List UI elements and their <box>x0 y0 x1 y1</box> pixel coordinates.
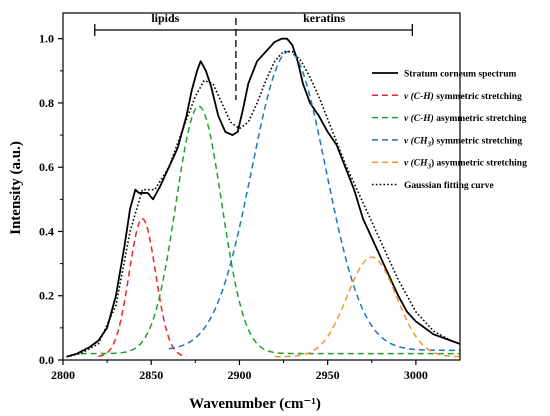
x-axis-label: Wavenumber (cm⁻¹) <box>189 396 321 412</box>
legend: Stratum corneum spectrum ν (C-H) symmetri… <box>372 70 527 191</box>
legend-label-3: ν (C-H) asymmetric stretching <box>404 113 527 124</box>
x-tick-label: 2800 <box>51 368 75 382</box>
x-tick-label: 2900 <box>227 368 251 382</box>
x-tick-label: 2850 <box>139 368 163 382</box>
y-tick-label: 0.2 <box>39 289 54 303</box>
region-label-lipids: lipids <box>151 11 179 25</box>
y-axis-label: Intensity (a.u.) <box>8 141 24 235</box>
legend-label-4: ν (CH3) symmetric stretching <box>404 135 522 148</box>
series-line-6 <box>66 50 461 358</box>
series-line-1 <box>66 37 461 358</box>
legend-label-5: ν (CH3) asymmetric stretching <box>404 158 527 171</box>
plot-frame <box>62 12 461 361</box>
y-tick-label: 0.4 <box>39 224 54 238</box>
legend-label-6: Gaussian fitting curve <box>404 181 494 191</box>
series-line-5 <box>274 256 461 358</box>
legend-label-1: Stratum corneum spectrum <box>404 70 516 80</box>
plot-area <box>66 37 461 358</box>
legend-label-2: ν (C-H) symmetric stretching <box>404 91 522 102</box>
y-tick-label: 0.0 <box>39 353 54 367</box>
series-line-2 <box>98 217 187 357</box>
series-line-3 <box>80 105 460 355</box>
region-annotations: lipids keratins <box>94 11 414 100</box>
series-line-4 <box>168 50 460 352</box>
y-tick-label: 1.0 <box>39 32 54 46</box>
region-label-keratins: keratins <box>303 11 345 25</box>
x-tick-label: 2950 <box>316 368 340 382</box>
x-tick-label: 3000 <box>404 368 428 382</box>
y-tick-label: 0.8 <box>39 96 54 110</box>
axes: 2800 2850 2900 2950 3000 0.0 0.2 0.4 0.6 0.8 1.0 <box>39 12 461 382</box>
y-tick-label: 0.6 <box>39 160 54 174</box>
